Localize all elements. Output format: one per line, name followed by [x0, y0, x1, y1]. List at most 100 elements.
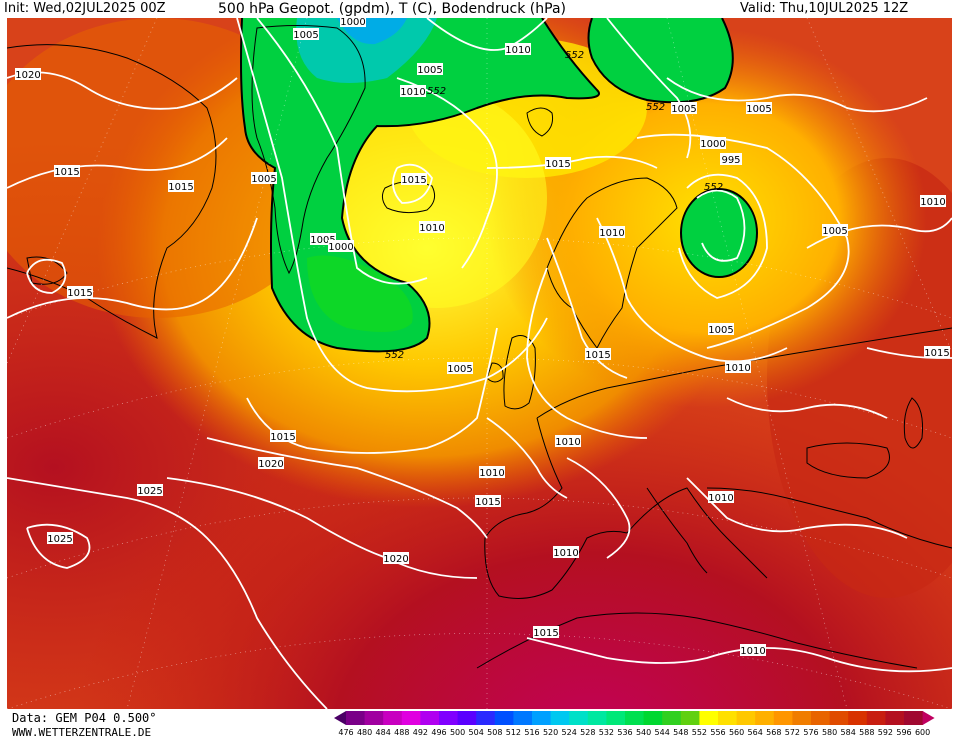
svg-text:1005: 1005: [447, 364, 472, 375]
colorbar-tick-label: 540: [636, 728, 651, 737]
colorbar-cell: [587, 711, 607, 725]
weather-map: 1020 1005 1000 1010 1005 1010 1015 1015 …: [7, 18, 952, 709]
svg-text:1010: 1010: [505, 45, 530, 56]
svg-text:1005: 1005: [708, 325, 733, 336]
colorbar-cell: [680, 711, 700, 725]
website-credit: WWW.WETTERZENTRALE.DE: [12, 726, 152, 739]
colorbar-left-arrow: [334, 711, 346, 725]
svg-text:1015: 1015: [924, 348, 949, 359]
svg-text:1005: 1005: [310, 235, 335, 246]
colorbar-cell: [457, 711, 477, 725]
colorbar-cell: [829, 711, 849, 725]
colorbar-tick-label: 508: [487, 728, 502, 737]
colorbar-tick-label: 592: [878, 728, 893, 737]
colorbar-cell: [811, 711, 831, 725]
colorbar-tick-label: 512: [506, 728, 521, 737]
svg-text:1010: 1010: [419, 223, 444, 234]
svg-text:1015: 1015: [168, 182, 193, 193]
colorbar-tick-label: 476: [338, 728, 353, 737]
colorbar-tick-label: 536: [617, 728, 632, 737]
colorbar-tick-label: 548: [673, 728, 688, 737]
colorbar-cell: [606, 711, 626, 725]
data-source: Data: GEM P04 0.500°: [12, 711, 157, 725]
colorbar: 476 480 484 488 492 496 500 504 508 512 516 520 524 5…: [334, 711, 935, 737]
svg-text:1015: 1015: [401, 175, 426, 186]
map-title: 500 hPa Geopot. (gpdm), T (C), Bodendruc…: [218, 1, 566, 17]
colorbar-tick-label: 496: [431, 728, 446, 737]
svg-text:1005: 1005: [671, 104, 696, 115]
svg-text:1020: 1020: [258, 459, 283, 470]
svg-text:1000: 1000: [328, 242, 353, 253]
svg-text:1010: 1010: [599, 228, 624, 239]
svg-text:1015: 1015: [270, 432, 295, 443]
colorbar-cell: [439, 711, 459, 725]
colorbar-tick-label: 520: [543, 728, 558, 737]
colorbar-cell: [866, 711, 886, 725]
colorbar-cell: [792, 711, 812, 725]
colorbar-cell: [848, 711, 868, 725]
colorbar-cell: [699, 711, 719, 725]
colorbar-tick-label: 568: [766, 728, 781, 737]
colorbar-tick-label: 504: [469, 728, 484, 737]
coastlines: [7, 25, 952, 669]
svg-text:1005: 1005: [293, 30, 318, 41]
colorbar-cell: [364, 711, 384, 725]
svg-text:1000: 1000: [700, 139, 725, 150]
svg-text:1015: 1015: [67, 288, 92, 299]
colorbar-tick-label: 584: [841, 728, 856, 737]
svg-text:1015: 1015: [54, 167, 79, 178]
colorbar-tick-label: 556: [710, 728, 725, 737]
colorbar-tick-label: 576: [803, 728, 818, 737]
svg-text:1015: 1015: [585, 350, 610, 361]
svg-text:1005: 1005: [822, 226, 847, 237]
colorbar-tick-label: 488: [394, 728, 409, 737]
svg-text:552: 552: [385, 350, 404, 361]
map-header: Init: Wed,02JUL2025 00Z 500 hPa Geopot. …: [0, 0, 959, 18]
svg-text:1015: 1015: [545, 159, 570, 170]
colorbar-tick-label: 588: [859, 728, 874, 737]
svg-text:1005: 1005: [746, 104, 771, 115]
svg-text:1015: 1015: [533, 628, 558, 639]
colorbar-cell: [643, 711, 663, 725]
svg-text:552: 552: [704, 182, 723, 193]
colorbar-cell: [346, 711, 366, 725]
colorbar-cell: [755, 711, 775, 725]
colorbar-tick-label: 480: [357, 728, 372, 737]
geopot-labels: 552 552 552 552 552: [385, 50, 723, 361]
isobar-labels: 1020 1005 1000 1010 1005 1010 1015 1015 …: [15, 18, 950, 657]
svg-text:1010: 1010: [708, 493, 733, 504]
colorbar-tick-label: 484: [376, 728, 391, 737]
svg-text:1020: 1020: [15, 70, 40, 81]
svg-text:1010: 1010: [920, 197, 945, 208]
colorbar-tick-label: 544: [655, 728, 670, 737]
svg-text:1000: 1000: [340, 18, 365, 28]
colorbar-cell: [569, 711, 589, 725]
colorbar-tick-label: 532: [599, 728, 614, 737]
colorbar-cell: [662, 711, 682, 725]
colorbar-tick-label: 596: [896, 728, 911, 737]
svg-text:1005: 1005: [417, 65, 442, 76]
colorbar-tick-label: 572: [785, 728, 800, 737]
colorbar-cell: [420, 711, 440, 725]
colorbar-cell: [885, 711, 905, 725]
colorbar-cell: [383, 711, 403, 725]
colorbar-tick-label: 560: [729, 728, 744, 737]
colorbar-tick-label: 524: [562, 728, 577, 737]
colorbar-tick-label: 492: [413, 728, 428, 737]
svg-text:1010: 1010: [725, 363, 750, 374]
svg-text:995: 995: [721, 155, 740, 166]
colorbar-cell: [401, 711, 421, 725]
colorbar-tick-label: 580: [822, 728, 837, 737]
colorbar-tick-label: 500: [450, 728, 465, 737]
colorbar-tick-label: 564: [748, 728, 763, 737]
colorbar-tick-label: 600: [915, 728, 930, 737]
svg-text:1010: 1010: [553, 548, 578, 559]
svg-text:1025: 1025: [47, 534, 72, 545]
colorbar-right-arrow: [922, 711, 935, 725]
init-time: Init: Wed,02JUL2025 00Z: [4, 1, 166, 16]
colorbar-cell: [532, 711, 552, 725]
svg-text:1005: 1005: [251, 174, 276, 185]
map-footer: Data: GEM P04 0.500° WWW.WETTERZENTRALE.…: [0, 709, 959, 741]
colorbar-cell: [625, 711, 645, 725]
colorbar-tick-label: 516: [524, 728, 539, 737]
